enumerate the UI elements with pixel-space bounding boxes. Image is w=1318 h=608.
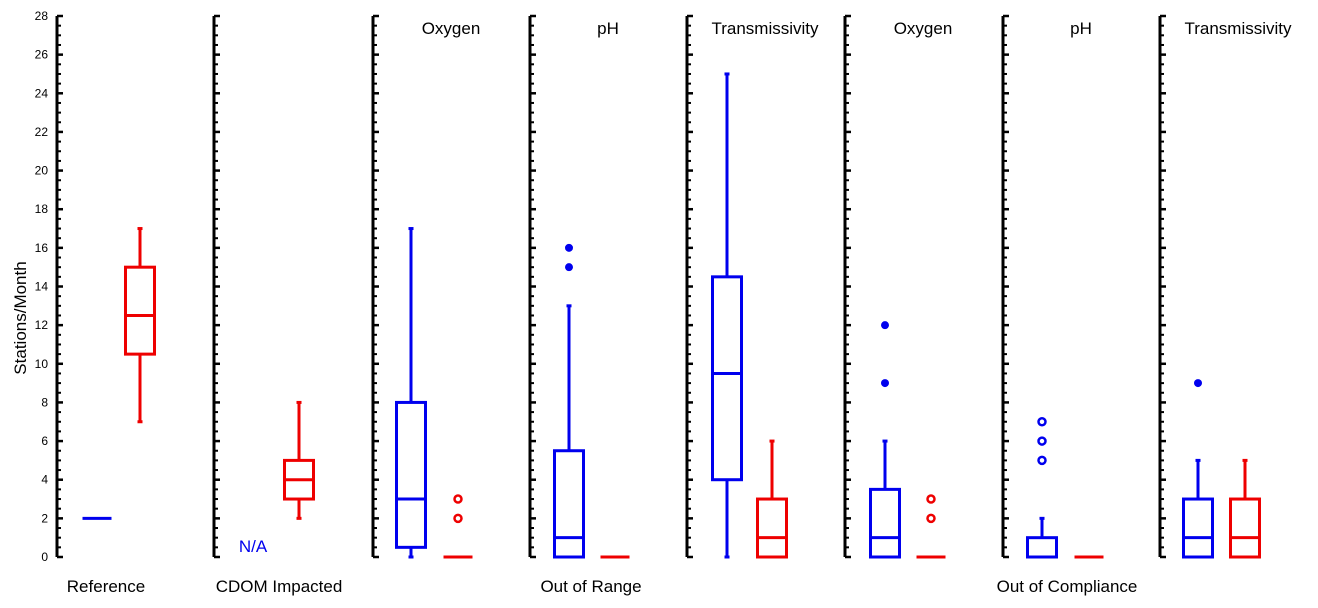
y-tick-label: 26 [35, 48, 49, 62]
y-tick-label: 10 [35, 357, 49, 371]
outlier-point [1194, 379, 1202, 388]
panel-title: Oxygen [422, 19, 481, 38]
y-axis-label: Stations/Month [11, 261, 30, 374]
panel-title: pH [597, 19, 619, 38]
y-tick-label: 14 [35, 280, 49, 294]
box-iqr [756, 497, 788, 559]
panel-title: Transmissivity [711, 19, 819, 38]
y-tick-label: 6 [41, 434, 48, 448]
outlier-point [881, 321, 889, 330]
group-label: Out of Compliance [997, 577, 1138, 596]
box-iqr [1026, 536, 1058, 559]
panel-title: Transmissivity [1184, 19, 1292, 38]
box-iqr [711, 275, 743, 482]
outlier-point [881, 379, 889, 388]
y-tick-label: 22 [35, 125, 49, 139]
group-label: Reference [67, 577, 145, 596]
y-tick-label: 12 [35, 318, 49, 332]
y-tick-label: 2 [41, 511, 48, 525]
y-tick-label: 0 [41, 550, 48, 564]
outlier-point [565, 263, 573, 272]
outlier-point [453, 494, 463, 504]
box-iqr [869, 487, 901, 559]
outlier-point [453, 513, 463, 524]
box-iqr [1229, 497, 1261, 559]
y-tick-label: 28 [35, 9, 49, 23]
y-tick-label: 18 [35, 202, 49, 216]
outlier-point [565, 243, 573, 252]
y-tick-label: 24 [35, 86, 49, 100]
group-label: CDOM Impacted [216, 577, 343, 596]
na-annotation: N/A [239, 537, 268, 556]
panel-title: pH [1070, 19, 1092, 38]
box-iqr [395, 400, 427, 549]
y-tick-label: 8 [41, 395, 48, 409]
box-iqr [124, 265, 156, 356]
y-tick-label: 4 [41, 473, 48, 487]
box-iqr [553, 449, 585, 559]
group-label: Out of Range [540, 577, 641, 596]
outlier-point [926, 494, 936, 504]
outlier-point [1037, 417, 1047, 427]
outlier-point [1037, 455, 1047, 466]
y-tick-label: 20 [35, 164, 49, 178]
outlier-point [1037, 436, 1047, 446]
panel-title: Oxygen [894, 19, 953, 38]
outlier-point [926, 513, 936, 524]
y-tick-label: 16 [35, 241, 49, 255]
box-iqr [1182, 497, 1214, 559]
